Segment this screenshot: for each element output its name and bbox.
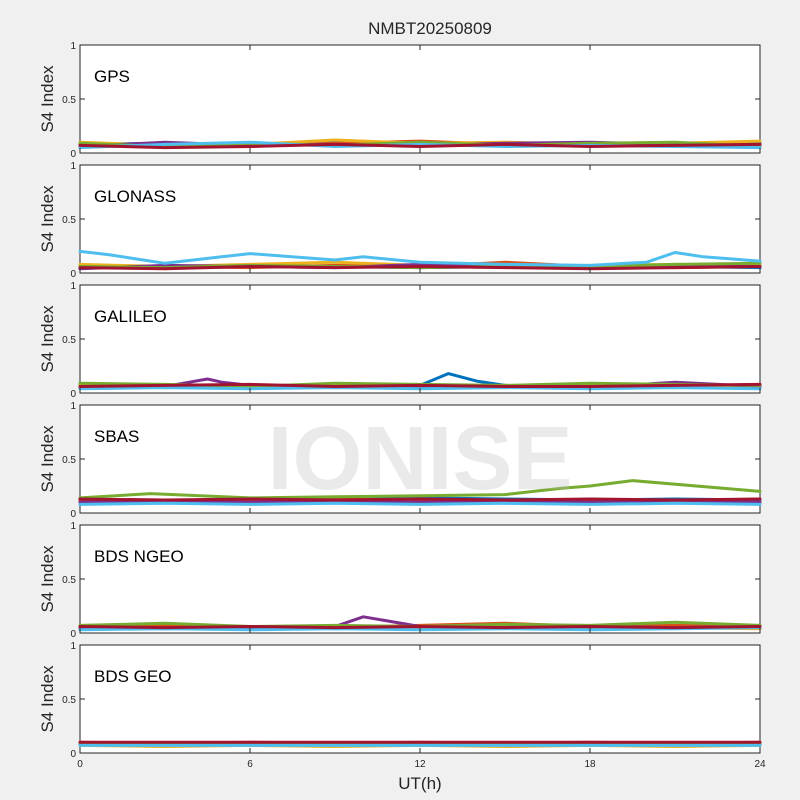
y-axis-label: S4 Index (38, 65, 57, 133)
series-line (78, 497, 762, 502)
y-tick-label: 0.5 (62, 695, 76, 706)
series-line (78, 140, 762, 148)
series-line (78, 499, 762, 504)
y-tick-label: 0.5 (62, 95, 76, 106)
y-tick-label: 0.5 (62, 455, 76, 466)
subplot-label: BDS NGEO (94, 547, 184, 566)
y-tick-label: 1 (70, 401, 76, 412)
y-tick-label: 1 (70, 161, 76, 172)
y-axis-label: S4 Index (38, 545, 57, 613)
subplot-0: 0 0.5 1 GPS S4 Index (38, 41, 762, 160)
subplots: 0 0.5 1 GPS S4 Index 0 0.5 1 GLONASS S4 Index 0 0.5… (38, 41, 766, 770)
y-tick-label: 0 (70, 509, 76, 520)
subplot-label: GALILEO (94, 307, 167, 326)
series-line (78, 265, 762, 271)
series-line (78, 249, 762, 267)
figure-title: NMBT20250809 (368, 19, 492, 38)
y-axis-label: S4 Index (38, 425, 57, 493)
subplot-5: 0 0.5 1 0 6 12 18 24 BDS GEO S4 Index (38, 641, 766, 770)
axes-box (79, 44, 761, 154)
subplot-1: 0 0.5 1 GLONASS S4 Index (38, 161, 762, 280)
y-tick-label: 0 (70, 389, 76, 400)
y-tick-label: 1 (70, 521, 76, 532)
axes-box (79, 524, 761, 634)
y-tick-label: 0 (70, 749, 76, 760)
y-tick-label: 0 (70, 149, 76, 160)
y-tick-label: 1 (70, 41, 76, 52)
series-line (78, 382, 762, 388)
subplot-4: 0 0.5 1 BDS NGEO S4 Index (38, 521, 762, 640)
x-tick-label: 24 (754, 759, 766, 770)
subplot-2: 0 0.5 1 GALILEO S4 Index (38, 281, 762, 400)
subplot-label: BDS GEO (94, 667, 171, 686)
x-tick-label: 6 (247, 759, 253, 770)
subplot-label: GLONASS (94, 187, 176, 206)
axes-box (79, 164, 761, 274)
subplot-label: GPS (94, 67, 130, 86)
axes-box (79, 284, 761, 394)
watermark: IONISE (267, 409, 572, 509)
series-line (78, 479, 762, 500)
subplot-label: SBAS (94, 427, 139, 446)
y-axis-label: S4 Index (38, 665, 57, 733)
axes-box (79, 644, 761, 754)
y-axis-label: S4 Index (38, 305, 57, 373)
subplot-3: 0 0.5 1 SBAS S4 Index (38, 401, 762, 520)
y-axis-label: S4 Index (38, 185, 57, 253)
y-tick-label: 0.5 (62, 335, 76, 346)
series-line (78, 501, 762, 506)
series-line (78, 142, 762, 150)
y-tick-label: 1 (70, 281, 76, 292)
y-tick-label: 0 (70, 269, 76, 280)
y-tick-label: 0.5 (62, 575, 76, 586)
y-tick-label: 0.5 (62, 215, 76, 226)
x-tick-label: 0 (77, 759, 83, 770)
y-tick-label: 1 (70, 641, 76, 652)
series-line (78, 625, 762, 630)
y-tick-label: 0 (70, 629, 76, 640)
x-axis-label: UT(h) (398, 774, 441, 793)
x-tick-label: 18 (584, 759, 596, 770)
x-tick-label: 12 (414, 759, 426, 770)
